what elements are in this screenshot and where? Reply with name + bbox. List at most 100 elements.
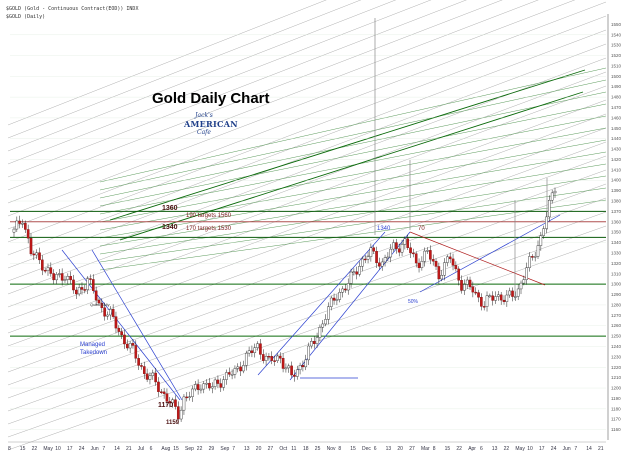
y-tick-label: 1420 — [611, 157, 622, 162]
candle-body — [531, 256, 534, 258]
channel-line — [91, 249, 183, 401]
candle-body — [318, 327, 322, 338]
candle-body — [440, 275, 444, 280]
targets-190: 190 targets 1560 — [186, 213, 232, 219]
y-tick-label: 1400 — [611, 178, 622, 183]
label-1159: 1159 — [166, 420, 180, 426]
candle-body — [284, 367, 288, 370]
x-tick-label: 22 — [197, 446, 203, 452]
candle-body — [80, 287, 84, 290]
x-tick-label: 22 — [32, 446, 38, 452]
x-tick-label: 7 — [574, 446, 577, 452]
candle-body — [66, 276, 70, 280]
candle-body — [522, 279, 526, 284]
fifty-pct-label: 50% — [408, 299, 419, 305]
candle-body — [259, 343, 262, 355]
candle-body — [165, 393, 169, 402]
candle-body — [324, 319, 327, 325]
candle-body — [355, 271, 359, 275]
y-tick-label: 1180 — [611, 406, 621, 411]
y-tick-label: 1310 — [611, 271, 622, 276]
candle-body — [539, 235, 543, 246]
fan-line — [7, 169, 607, 386]
candle-body — [361, 258, 364, 267]
y-tick-label: 1230 — [611, 354, 622, 359]
label-1170: 1170 — [158, 402, 174, 409]
candle-body — [310, 341, 313, 347]
candle-body — [125, 343, 129, 349]
candle-body — [134, 345, 138, 359]
green-fan-line — [99, 175, 607, 255]
candle-body — [338, 292, 342, 300]
candle-body — [448, 256, 452, 260]
candle-body — [403, 238, 407, 245]
candle-body — [196, 384, 200, 390]
candle-body — [92, 279, 95, 291]
candle-body — [346, 283, 350, 291]
y-tick-label: 1290 — [611, 292, 622, 297]
fan-line — [7, 225, 607, 438]
x-tick-label: 8 — [8, 446, 11, 452]
candle-body — [94, 290, 98, 301]
candle-body — [474, 291, 477, 294]
candle-body — [111, 309, 115, 317]
candle-body — [273, 360, 276, 362]
label-1360: 1360 — [162, 205, 178, 212]
x-tick-label: 29 — [209, 446, 215, 452]
candle-body — [533, 256, 537, 258]
y-tick-label: 1390 — [611, 188, 622, 193]
horizontal-levels — [10, 34, 606, 430]
candle-body — [29, 237, 33, 255]
x-tick-label: Jun — [91, 446, 99, 452]
y-tick-label: 1380 — [611, 199, 622, 204]
y-tick-label: 1220 — [611, 365, 622, 370]
candle-body — [383, 257, 387, 263]
fan-line — [7, 43, 607, 269]
candle-body — [168, 401, 172, 404]
candle-body — [511, 290, 514, 297]
y-tick-label: 1460 — [611, 115, 622, 120]
candle-body — [553, 190, 557, 194]
candle-body — [159, 391, 163, 393]
fan-line — [7, 29, 607, 256]
managed-label: Managed — [80, 342, 106, 348]
candle-body — [443, 262, 446, 276]
candle-body — [406, 238, 410, 248]
candle-body — [372, 247, 376, 252]
candle-body — [431, 259, 435, 262]
y-tick-label: 1300 — [611, 282, 622, 287]
x-tick-label: 7 — [232, 446, 235, 452]
x-tick-label: 22 — [504, 446, 510, 452]
candle-body — [471, 286, 475, 293]
candle-body — [457, 268, 460, 281]
candle-body — [69, 276, 72, 281]
fan-line — [7, 0, 539, 204]
candle-body — [202, 383, 206, 390]
candle-body — [497, 294, 500, 297]
x-tick-label: Oct — [279, 446, 287, 452]
candle-body — [505, 294, 509, 302]
x-tick-label: 13 — [492, 446, 498, 452]
candle-body — [247, 350, 251, 354]
green-fan-line — [99, 79, 607, 191]
candle-body — [128, 343, 132, 349]
candle-body — [97, 299, 101, 304]
candle-body — [276, 355, 279, 361]
y-tick-label: 1360 — [611, 219, 622, 224]
x-tick-label: 22 — [456, 446, 462, 452]
fan-line — [7, 0, 327, 126]
candle-body — [293, 374, 296, 377]
candle-body — [157, 381, 160, 392]
candle-body — [89, 278, 92, 280]
channel-line — [61, 249, 181, 401]
x-tick-label: 14 — [114, 446, 120, 452]
y-tick-label: 1250 — [611, 334, 622, 339]
candle-body — [179, 409, 183, 420]
candle-body — [253, 347, 257, 353]
candle-body — [123, 334, 126, 345]
y-tick-label: 1520 — [611, 53, 622, 58]
fan-line — [7, 0, 397, 152]
x-tick-label: 17 — [67, 446, 73, 452]
x-tick-label: Sep — [220, 446, 229, 452]
